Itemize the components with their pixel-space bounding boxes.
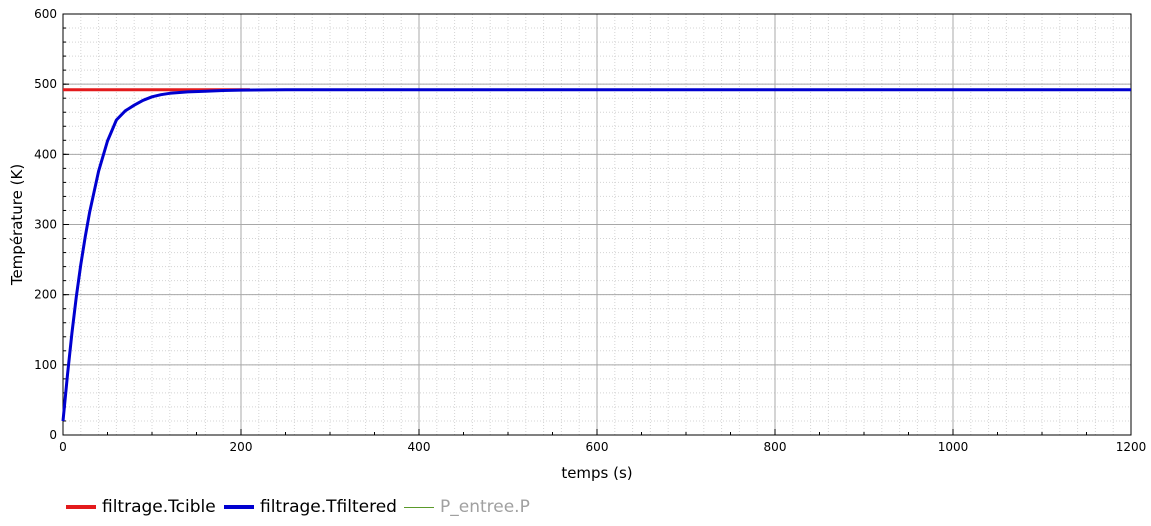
legend: filtrage.Tcible filtrage.Tfiltered P_ent… bbox=[0, 490, 1151, 524]
x-tick-label: 200 bbox=[230, 440, 253, 454]
y-tick-label: 600 bbox=[34, 7, 57, 21]
legend-label-tcible: filtrage.Tcible bbox=[102, 497, 216, 517]
legend-swatch-tfiltered bbox=[224, 505, 254, 509]
x-tick-label: 800 bbox=[764, 440, 787, 454]
series-line-filtrage-tfiltered bbox=[61, 88, 1131, 422]
legend-item-p-entree[interactable]: P_entree.P bbox=[404, 494, 530, 520]
series-lines bbox=[61, 88, 1131, 422]
x-tick-label: 0 bbox=[59, 440, 67, 454]
x-tick-label: 1200 bbox=[1116, 440, 1147, 454]
legend-swatch-tcible bbox=[66, 505, 96, 509]
chart-plot: 0 200 400 600 800 1000 1200 0 100 200 300 400 500 600… bbox=[8, 7, 1146, 482]
y-tick-label: 400 bbox=[34, 147, 57, 161]
x-tick-label: 600 bbox=[586, 440, 609, 454]
x-tick-label: 400 bbox=[408, 440, 431, 454]
x-tick-label: 1000 bbox=[938, 440, 969, 454]
legend-label-tfiltered: filtrage.Tfiltered bbox=[260, 497, 397, 517]
legend-label-p-entree: P_entree.P bbox=[440, 497, 530, 517]
x-axis-label: temps (s) bbox=[561, 464, 632, 482]
y-tick-label: 500 bbox=[34, 77, 57, 91]
y-tick-label: 100 bbox=[34, 358, 57, 372]
y-tick-label: 200 bbox=[34, 288, 57, 302]
tick-labels: 0 200 400 600 800 1000 1200 0 100 200 300 400 500 600 bbox=[34, 7, 1146, 454]
legend-item-tcible[interactable]: filtrage.Tcible bbox=[66, 494, 216, 520]
legend-item-tfiltered[interactable]: filtrage.Tfiltered bbox=[224, 494, 397, 520]
y-tick-label: 300 bbox=[34, 218, 57, 232]
y-axis-label: Température (K) bbox=[8, 164, 26, 286]
legend-swatch-p-entree bbox=[404, 506, 434, 508]
y-tick-label: 0 bbox=[49, 428, 57, 442]
